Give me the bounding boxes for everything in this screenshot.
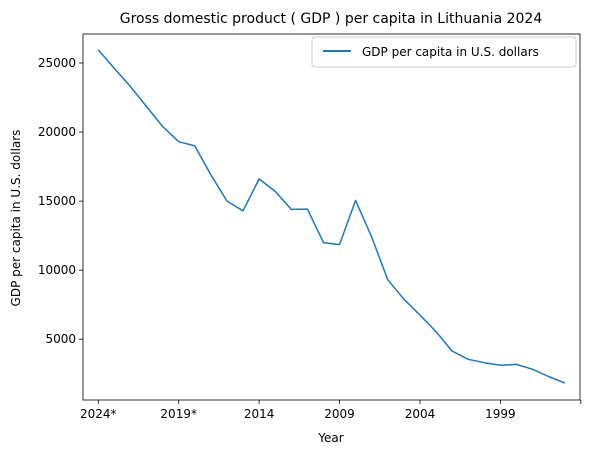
series-line-0 [97,49,565,384]
y-axis-label: GDP per capita in U.S. dollars [9,130,23,307]
legend-box [311,36,577,68]
data-point [339,244,341,246]
data-point [564,382,566,384]
x-tick-label: 2014 [244,407,275,421]
data-point [500,364,502,366]
data-point [274,191,276,193]
data-point [435,331,437,333]
data-point [114,68,116,70]
data-point [387,279,389,281]
data-point [210,174,212,176]
data-point [403,298,405,300]
data-point [178,141,180,143]
data-point [242,210,244,212]
data-point [467,358,469,360]
y-tick-label: 20000 [38,125,76,139]
data-point [483,362,485,364]
legend-label: GDP per capita in U.S. dollars [362,45,539,59]
x-tick-label: 2004 [405,407,436,421]
data-point [258,178,260,180]
x-tick-label: 2024* [80,407,117,421]
data-point [162,126,164,128]
data-point [323,242,325,244]
x-tick-label: 2009 [324,407,355,421]
data-point [307,208,309,210]
data-point [290,209,292,211]
data-point [451,350,453,352]
data-point [130,86,132,88]
y-tick-label: 15000 [38,194,76,208]
legend: GDP per capita in U.S. dollars [311,36,577,68]
data-point [146,106,148,108]
data-point [194,145,196,147]
y-tick-label: 10000 [38,263,76,277]
data-point [97,49,99,51]
data-point [419,314,421,316]
plot-area: 2024* 2019* 2014 2009 2004 1999 5000 10000 15000… [38,33,582,421]
data-point [355,200,357,202]
x-tick-label: 1999 [485,407,516,421]
y-tick-label: 25000 [38,56,76,70]
axes-frame [82,33,581,401]
data-point [226,200,228,202]
data-point [532,369,534,371]
chart-title: Gross domestic product ( GDP ) per capit… [120,11,543,27]
data-point [371,236,373,238]
y-tick-label: 5000 [45,332,76,346]
data-point [548,376,550,378]
data-point [516,364,518,366]
x-axis-label: Year [317,431,343,445]
x-tick-label: 2019* [160,407,197,421]
